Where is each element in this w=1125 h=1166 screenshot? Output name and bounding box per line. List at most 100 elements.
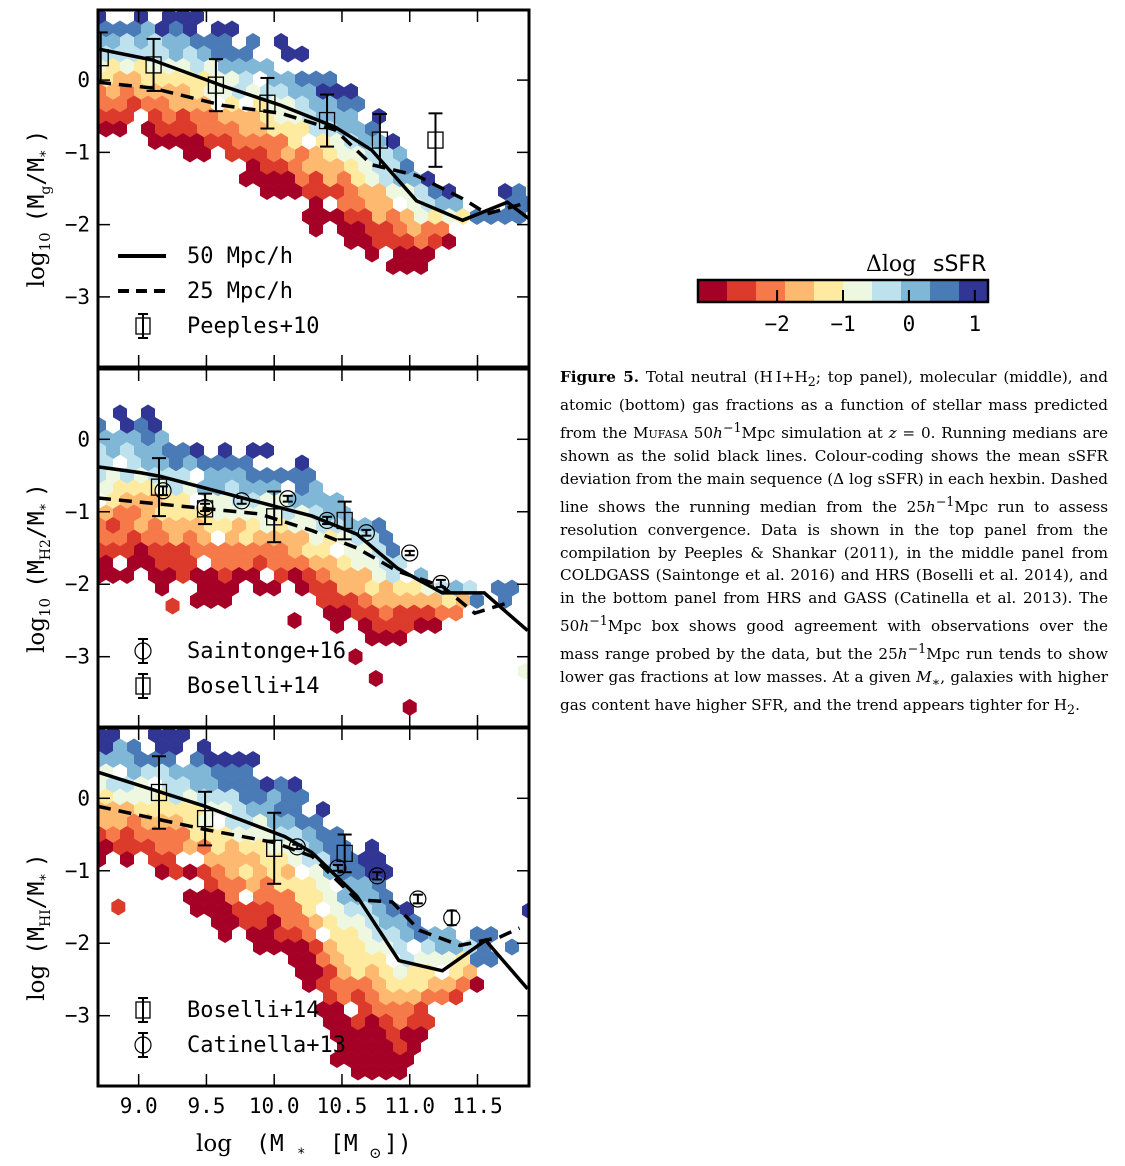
legend-label: Catinella+13: [187, 1033, 346, 1058]
hexbin-cell: [134, 417, 148, 434]
hexbin-cell: [232, 826, 246, 843]
hexbin-cell: [197, 454, 211, 472]
colorbar-tick-label: −2: [764, 312, 789, 336]
hexbin-cell: [330, 826, 344, 843]
hexbin-cell: [218, 926, 232, 943]
hexbin-cell: [309, 888, 323, 906]
hexbin-cell: [106, 83, 120, 100]
hexbin-cell: [358, 592, 372, 609]
hexbin-cell: [316, 208, 330, 225]
hexbin-cell: [309, 70, 323, 88]
hexbin-cell: [98, 751, 106, 768]
hexbin-cell: [169, 479, 183, 497]
hexbin-cell: [414, 976, 428, 993]
hexbin-cell: [365, 1038, 379, 1056]
hexbin-cell: [169, 738, 183, 756]
hexbin-cell: [225, 579, 239, 597]
y-axis-label: log10 (MH2/M*): [24, 483, 54, 653]
hexbin-cell: [344, 83, 358, 100]
data-point-square: [150, 457, 168, 518]
hexbin-cell: [351, 938, 365, 956]
hexbin-cell: [358, 233, 372, 250]
hexbin-cell: [106, 442, 120, 459]
data-point-circle: [432, 574, 450, 593]
hexbin-cell: [211, 579, 225, 597]
hexbin-cell: [162, 776, 176, 793]
hexbin-cell: [239, 120, 253, 138]
hexbin-cell: [120, 417, 134, 434]
hexbin-cell: [169, 95, 183, 113]
y-axis-label-body-sub: HI: [38, 909, 54, 927]
caption-sup: −1: [935, 493, 955, 509]
hexbin-cell: [176, 133, 190, 150]
hexbin-cell: [113, 20, 127, 38]
hexbin-cell: [239, 529, 253, 547]
hexbin-cell: [239, 45, 253, 63]
hexbin-cell: [253, 579, 267, 597]
hexbin-cell: [274, 901, 288, 918]
hexbin-cell: [120, 442, 134, 459]
hexbin-cell: [260, 901, 274, 918]
circle-marker: [357, 524, 375, 542]
hexbin-cell: [111, 898, 126, 916]
hexbin-cell: [274, 517, 288, 534]
x-tick-label: 11.5: [452, 1094, 503, 1118]
circle-marker: [279, 490, 297, 508]
hexbin-cell: [232, 801, 246, 818]
hexbin-cell: [141, 70, 155, 88]
data-point-circle: [233, 492, 251, 510]
hexbin-cell: [421, 245, 435, 263]
hexbin-cell: [169, 120, 183, 138]
hexbin-cell: [225, 95, 239, 113]
hexbin-cell: [316, 183, 330, 200]
hexbin-cell: [218, 851, 232, 868]
x-tick-label: 10.5: [317, 1094, 368, 1118]
hexbin-cell: [127, 429, 141, 447]
hexbin-cell: [106, 108, 120, 125]
hexbin-cell: [232, 776, 246, 793]
hexbin-cell: [218, 517, 232, 534]
hexbin-cell: [246, 517, 260, 534]
hexbin-cell: [204, 33, 218, 50]
y-tick-label: 0: [77, 786, 90, 810]
data-point-square: [150, 755, 168, 830]
hexbin-cell: [302, 467, 316, 484]
hexbin-cell: [449, 963, 463, 981]
legend-item: 50 Mpc/h: [118, 244, 293, 269]
hexbin-cell: [253, 120, 267, 138]
caption-text: Mpc run tends to show lower gas fraction…: [560, 645, 1108, 687]
hexbin-cell: [428, 617, 442, 634]
hexbin-cell: [204, 776, 218, 793]
hexbin-cell: [162, 442, 176, 459]
hexbin-cell: [239, 554, 253, 572]
hexbin-cell: [246, 901, 260, 918]
x-axis-label-sub: *: [297, 1146, 305, 1162]
hexbin-cell: [253, 938, 267, 956]
hexbin-cell: [517, 662, 529, 680]
hexbin-cell: [302, 183, 316, 200]
hexbin-cell: [421, 170, 435, 188]
hexbin-cell: [165, 597, 180, 615]
hexbin-cell: [232, 901, 246, 918]
hexbin-cell: [141, 404, 155, 422]
hexbin-cell: [127, 454, 141, 472]
hexbin-cell: [442, 183, 456, 200]
hexbin-cell: [211, 838, 225, 856]
circle-marker: [401, 544, 419, 562]
colorbar-cell: [785, 280, 815, 302]
hexbin-cell: [204, 876, 218, 893]
hexbin-cell: [120, 58, 134, 75]
legend-item: 25 Mpc/h: [118, 279, 293, 304]
hexbin-cell: [232, 567, 246, 584]
hexbin-cell: [267, 170, 281, 188]
hexbin-cell: [522, 902, 529, 920]
panel-frame: [96, 8, 531, 369]
hexbin-cell: [106, 751, 120, 768]
hexbin-cell: [183, 838, 197, 856]
hexbin-cell: [169, 70, 183, 88]
hexbin-cell: [246, 876, 260, 893]
hexbin-cell: [288, 158, 302, 175]
hexbin-cell: [98, 567, 106, 584]
hexbin-cell: [274, 851, 288, 868]
hexbin-cell: [358, 951, 372, 968]
